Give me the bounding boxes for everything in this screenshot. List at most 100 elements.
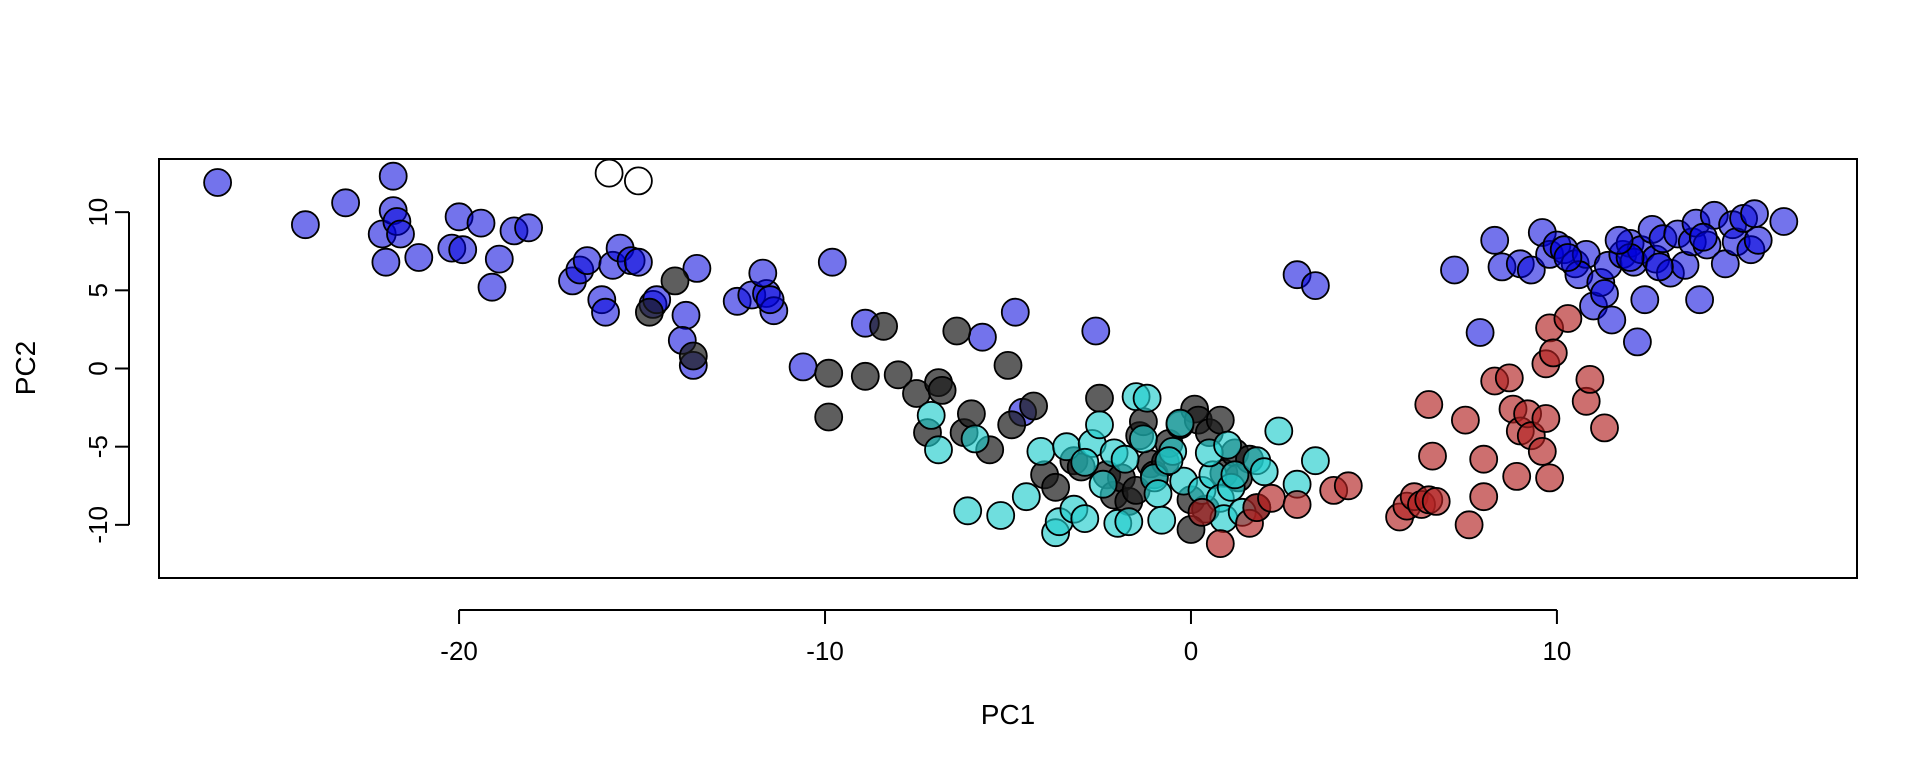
data-point — [957, 399, 986, 429]
x-axis-title: PC1 — [981, 699, 1035, 730]
x-axis: -20 -10 0 10 — [440, 609, 1571, 666]
data-point — [331, 188, 361, 218]
data-point — [1740, 199, 1769, 229]
data-point — [997, 410, 1027, 440]
data-point — [1469, 482, 1499, 512]
data-point — [203, 168, 233, 197]
data-point — [624, 166, 653, 196]
data-point — [1630, 285, 1660, 315]
data-point — [1165, 408, 1195, 438]
data-point — [1688, 222, 1718, 252]
data-point — [484, 244, 514, 274]
data-point — [850, 361, 880, 391]
data-point — [378, 161, 408, 191]
data-point — [1026, 436, 1056, 466]
data-point — [1451, 405, 1480, 435]
plot-frame — [158, 158, 1858, 579]
data-point — [1480, 225, 1510, 255]
data-point — [1769, 207, 1799, 236]
data-point — [1301, 446, 1330, 476]
data-point — [814, 402, 844, 432]
data-point — [1114, 507, 1144, 537]
data-point — [1282, 490, 1312, 519]
y-tick-label: -5 — [83, 435, 113, 458]
data-point — [290, 210, 320, 240]
data-point — [1440, 255, 1469, 285]
data-point — [960, 424, 990, 454]
y-tick-label: 0 — [83, 361, 113, 375]
data-point — [1535, 463, 1564, 493]
data-point — [1070, 504, 1100, 533]
data-point — [1414, 390, 1444, 419]
data-point — [1081, 316, 1111, 346]
data-point — [1494, 363, 1524, 393]
data-point — [1301, 271, 1330, 301]
data-point — [968, 322, 997, 352]
data-point — [678, 341, 708, 371]
data-point — [748, 258, 778, 288]
data-point — [1041, 472, 1070, 502]
data-point — [591, 297, 620, 327]
data-point — [635, 297, 664, 327]
data-point — [814, 358, 844, 388]
data-point — [466, 208, 496, 238]
data-point — [1187, 497, 1217, 527]
y-tick-label: 5 — [83, 283, 113, 297]
data-point — [993, 350, 1023, 380]
x-tick-label: 0 — [1184, 636, 1198, 666]
data-point — [1743, 225, 1773, 255]
data-point — [986, 501, 1016, 530]
series-blue — [203, 161, 1799, 427]
data-point — [1553, 304, 1583, 333]
y-tick-label: 10 — [83, 198, 113, 227]
data-point — [1132, 383, 1162, 413]
data-point — [477, 272, 507, 302]
data-point — [1147, 505, 1177, 535]
data-point — [1110, 444, 1140, 474]
data-point — [924, 435, 953, 465]
data-point — [1264, 416, 1294, 446]
data-point — [1333, 471, 1363, 501]
data-point — [1538, 338, 1568, 368]
data-point — [916, 400, 946, 430]
data-point — [572, 246, 602, 276]
data-point — [1597, 305, 1627, 335]
data-point — [594, 158, 624, 188]
data-point — [1085, 410, 1114, 440]
series-cyan — [916, 382, 1330, 548]
data-point — [1502, 461, 1532, 491]
x-tick-label: -10 — [806, 636, 844, 666]
data-point — [1421, 486, 1451, 516]
data-point — [1019, 391, 1048, 421]
data-point — [1685, 285, 1714, 315]
data-point — [404, 243, 434, 272]
data-point — [1590, 279, 1619, 308]
data-point — [1531, 404, 1561, 433]
data-point — [1469, 444, 1499, 474]
data-point — [1257, 483, 1286, 513]
data-point — [1220, 460, 1250, 490]
data-point — [448, 235, 478, 265]
x-tick-label: -20 — [440, 636, 478, 666]
data-point — [1465, 318, 1495, 347]
data-point — [883, 360, 913, 390]
data-point — [514, 213, 543, 243]
data-point — [660, 266, 690, 296]
x-tick-label: 10 — [1542, 636, 1571, 666]
data-point — [1604, 225, 1634, 255]
data-point — [927, 375, 957, 405]
data-point — [1205, 405, 1235, 435]
data-point — [817, 247, 847, 277]
data-point — [1085, 383, 1114, 413]
data-point — [1454, 510, 1484, 540]
data-point — [1645, 252, 1674, 282]
y-tick-label: -10 — [83, 506, 113, 544]
data-point — [682, 253, 712, 283]
data-point — [1527, 436, 1557, 466]
y-axis: -10 -5 0 5 10 — [83, 198, 130, 544]
data-point — [671, 300, 701, 330]
data-point — [1070, 447, 1100, 477]
data-point — [1623, 327, 1652, 357]
series-white — [594, 158, 653, 196]
data-point — [1000, 297, 1030, 327]
